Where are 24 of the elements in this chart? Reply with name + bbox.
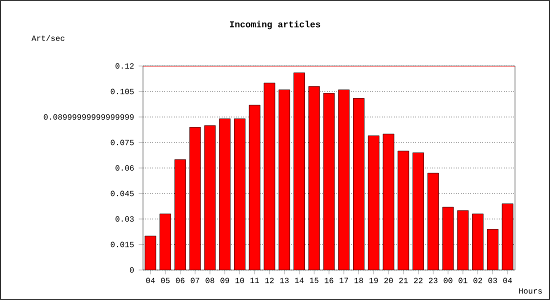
bar bbox=[278, 90, 290, 270]
bar bbox=[486, 229, 498, 270]
bar bbox=[442, 206, 454, 270]
bar bbox=[204, 125, 216, 270]
bar bbox=[323, 93, 335, 270]
bar bbox=[234, 118, 246, 270]
bar bbox=[382, 134, 394, 270]
bar bbox=[308, 86, 320, 270]
bar bbox=[368, 136, 380, 270]
bar bbox=[174, 159, 186, 270]
bar bbox=[294, 72, 305, 270]
chart-title: Incoming articles bbox=[230, 20, 320, 30]
bar bbox=[353, 98, 364, 270]
bar bbox=[219, 118, 230, 270]
bar bbox=[338, 90, 350, 270]
bar bbox=[160, 214, 172, 270]
bar bbox=[427, 172, 439, 270]
bar bbox=[264, 82, 276, 270]
bar bbox=[248, 104, 260, 270]
bar bbox=[189, 127, 201, 270]
bar bbox=[398, 150, 410, 270]
bar bbox=[412, 152, 424, 270]
bar bbox=[502, 204, 514, 270]
bar bbox=[472, 214, 484, 270]
